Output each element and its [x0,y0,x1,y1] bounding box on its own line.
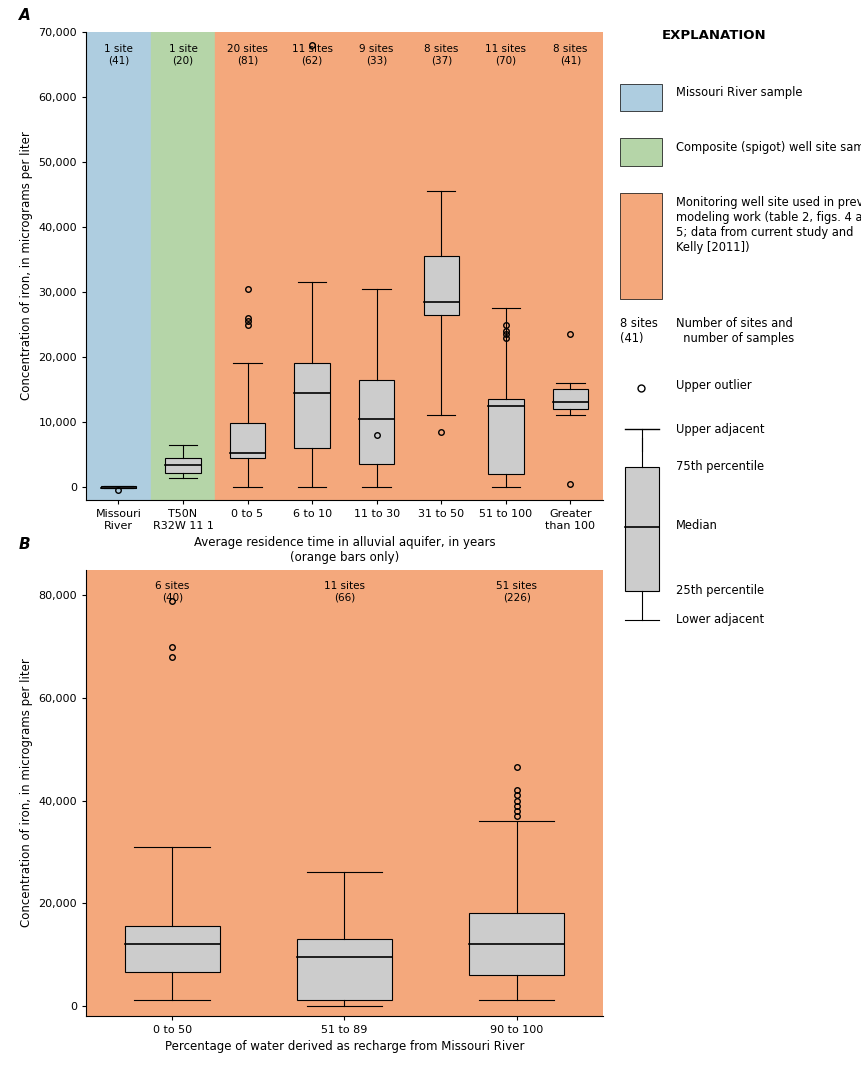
Bar [280,32,344,500]
Bar [474,32,538,500]
Text: 8 sites
(41): 8 sites (41) [554,44,587,66]
Bar [86,570,258,1016]
Text: 8 sites
(41): 8 sites (41) [620,317,658,345]
Text: Upper outlier: Upper outlier [676,379,752,392]
Bar [553,389,588,408]
Y-axis label: Concentration of iron, in micrograms per liter: Concentration of iron, in micrograms per… [20,658,33,928]
Text: Number of sites and
  number of samples: Number of sites and number of samples [676,317,794,345]
Bar [125,927,220,972]
Text: 11 sites
(66): 11 sites (66) [324,580,365,602]
Bar [151,32,215,500]
Bar [620,84,662,112]
Text: Lower adjacent: Lower adjacent [676,613,764,626]
X-axis label: Average residence time in alluvial aquifer, in years
(orange bars only): Average residence time in alluvial aquif… [194,536,495,564]
Bar [294,363,330,448]
Text: 1 site
(20): 1 site (20) [169,44,197,66]
Bar [620,139,662,167]
Text: Composite (spigot) well site sample: Composite (spigot) well site sample [676,141,861,154]
Bar [230,424,265,458]
Bar [488,399,523,474]
Text: Median: Median [676,519,717,532]
Bar [624,467,660,591]
Text: EXPLANATION: EXPLANATION [662,29,766,42]
Text: B: B [19,536,31,551]
Bar [359,379,394,464]
Text: Upper adjacent: Upper adjacent [676,424,765,436]
Bar [101,486,136,488]
Text: 20 sites
(81): 20 sites (81) [227,44,268,66]
Bar [215,32,280,500]
Bar [297,938,392,1001]
Text: 75th percentile: 75th percentile [676,460,764,473]
Bar [344,32,409,500]
Bar [620,194,662,299]
Bar [430,570,603,1016]
Y-axis label: Concentration of iron, in micrograms per liter: Concentration of iron, in micrograms per… [20,131,33,401]
Text: 51 sites
(226): 51 sites (226) [496,580,537,602]
Bar [469,914,564,975]
Text: Missouri River sample: Missouri River sample [676,86,802,99]
Text: 1 site
(41): 1 site (41) [104,44,133,66]
Bar [409,32,474,500]
Text: 8 sites
(37): 8 sites (37) [424,44,458,66]
Bar [538,32,603,500]
Bar [165,458,201,473]
Text: 6 sites
(40): 6 sites (40) [155,580,189,602]
Text: 25th percentile: 25th percentile [676,584,764,597]
Text: Monitoring well site used in previous
modeling work (table 2, figs. 4 and
5; dat: Monitoring well site used in previous mo… [676,196,861,254]
X-axis label: Percentage of water derived as recharge from Missouri River: Percentage of water derived as recharge … [164,1041,524,1054]
Bar [86,32,151,500]
Text: 11 sites
(70): 11 sites (70) [486,44,526,66]
Text: 9 sites
(33): 9 sites (33) [360,44,393,66]
Bar [424,256,459,315]
Text: A: A [19,8,31,23]
Text: 11 sites
(62): 11 sites (62) [292,44,332,66]
Bar [258,570,430,1016]
